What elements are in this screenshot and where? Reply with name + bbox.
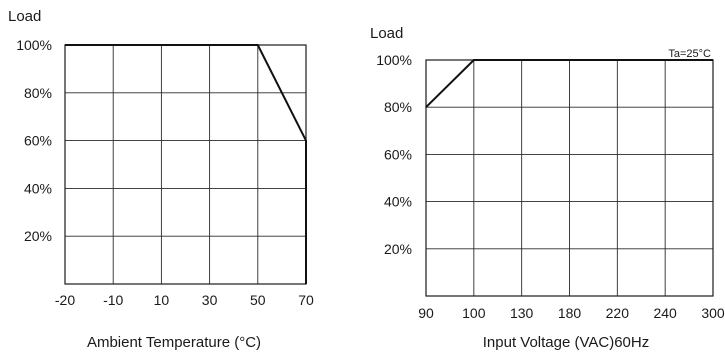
x-tick-label: 50 bbox=[250, 292, 266, 308]
y-tick-label: 60% bbox=[24, 133, 52, 149]
x-tick-label: -10 bbox=[103, 292, 123, 308]
y-tick-label: 80% bbox=[24, 85, 52, 101]
y-tick-label: 40% bbox=[384, 194, 412, 210]
x-tick-label: 240 bbox=[653, 305, 677, 321]
x-tick-label: 180 bbox=[558, 305, 582, 321]
y-tick-label: 40% bbox=[24, 180, 52, 196]
x-tick-label: 10 bbox=[154, 292, 170, 308]
y-tick-label: 20% bbox=[24, 228, 52, 244]
y-tick-label: 100% bbox=[376, 52, 412, 68]
x-tick-label: -20 bbox=[55, 292, 75, 308]
y-tick-label: 80% bbox=[384, 99, 412, 115]
y-axis-title: Load bbox=[8, 8, 41, 25]
y-tick-label: 60% bbox=[384, 146, 412, 162]
x-tick-label: 90 bbox=[418, 305, 434, 321]
chart-2: 100% 80% 60% 40% 20% 90 100 130 180 220 240 300 Load… bbox=[370, 25, 725, 351]
x-tick-label: 300 bbox=[701, 305, 725, 321]
x-tick-label: 100 bbox=[462, 305, 486, 321]
y-tick-label: 100% bbox=[16, 37, 52, 53]
y-tick-label: 20% bbox=[384, 241, 412, 257]
x-tick-label: 70 bbox=[298, 292, 314, 308]
x-tick-label: 130 bbox=[510, 305, 534, 321]
x-tick-label: 30 bbox=[202, 292, 218, 308]
x-axis-title: Ambient Temperature (°C) bbox=[87, 334, 261, 351]
chart-1: 100% 80% 60% 40% 20% -20 -10 10 30 50 70 Load Ambien… bbox=[8, 8, 314, 351]
x-axis-title: Input Voltage (VAC)60Hz bbox=[483, 334, 649, 351]
derating-curve-line bbox=[65, 44, 307, 284]
ambient-temperature-annotation: Ta=25°C bbox=[668, 48, 711, 60]
x-tick-label: 220 bbox=[606, 305, 630, 321]
plot-frame bbox=[64, 44, 307, 285]
y-axis-title: Load bbox=[370, 25, 403, 42]
